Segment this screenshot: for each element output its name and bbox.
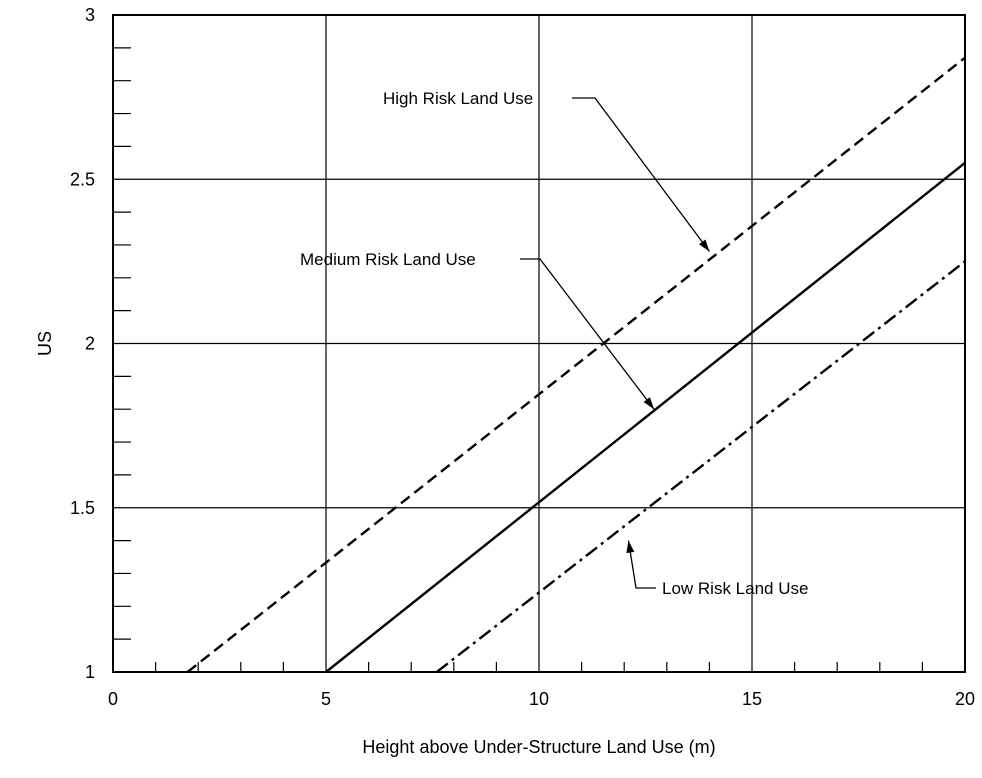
x-axis-title: Height above Under-Structure Land Use (m…: [362, 737, 715, 757]
x-tick-label: 15: [742, 689, 762, 709]
annotation-leader: [572, 97, 710, 252]
series-line: [436, 260, 966, 673]
annotation-label: Low Risk Land Use: [662, 579, 808, 598]
y-tick-label: 1.5: [70, 498, 95, 518]
x-tick-label: 10: [529, 689, 549, 709]
y-tick-label: 1: [85, 662, 95, 682]
y-tick-label: 3: [85, 5, 95, 25]
series-lines: [186, 56, 966, 673]
annotation-leader: [520, 258, 655, 410]
y-tick-label: 2.5: [70, 169, 95, 189]
y-axis-title: US: [35, 331, 55, 356]
annotation-label: Medium Risk Land Use: [300, 250, 476, 269]
series-line: [186, 56, 966, 673]
x-tick-label: 0: [108, 689, 118, 709]
minor-ticks: [113, 47, 924, 672]
annotation-arrowhead: [643, 397, 655, 410]
annotation-leader: [627, 540, 656, 589]
x-tick-label: 20: [955, 689, 975, 709]
annotation-label: High Risk Land Use: [383, 89, 533, 108]
y-tick-label: 2: [85, 334, 95, 354]
grid-lines: [113, 15, 965, 672]
annotation-arrowhead: [699, 239, 710, 252]
tick-labels: 0 5 10 15 20 1 1.5 2 2.5 3: [70, 5, 975, 709]
annotations: High Risk Land Use Medium Risk Land Use Lo…: [300, 89, 808, 598]
x-tick-label: 5: [321, 689, 331, 709]
annotation-arrowhead: [626, 540, 635, 554]
plot-frame: [112, 14, 966, 673]
series-line: [325, 161, 966, 673]
